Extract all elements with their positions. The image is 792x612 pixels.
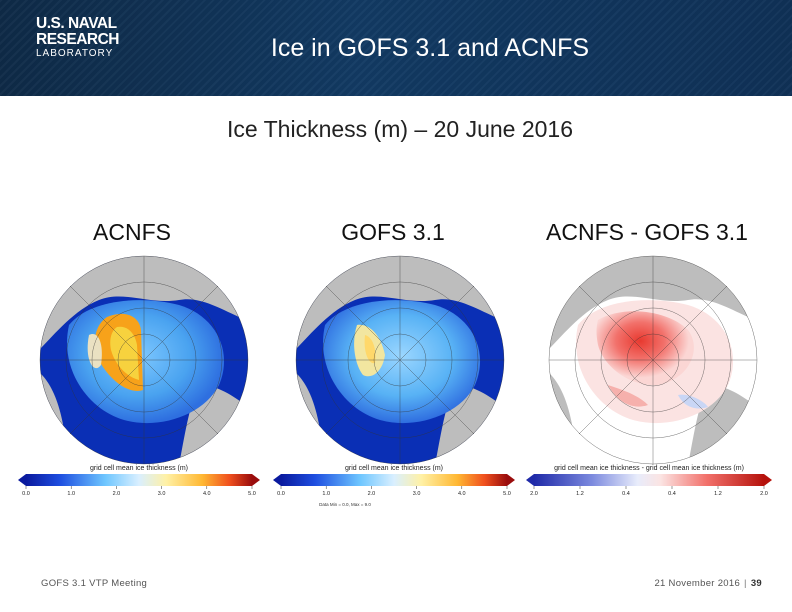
colorbar-tick-label: 5.0 <box>503 491 511 497</box>
colorbar-tick-label: 0.0 <box>277 491 285 497</box>
colorbar-tick-label: 0.4 <box>668 491 676 497</box>
colorbar-tick-label: 1.0 <box>67 491 75 497</box>
colorbar-high-arrow <box>252 474 260 486</box>
acnfs-ice-map <box>39 255 249 465</box>
panel-label-diff: ACNFS - GOFS 3.1 <box>546 219 748 245</box>
data-range-note: Data Min = 0.0, Max = 9.0 <box>319 502 371 507</box>
colorbar-tick-label: 1.2 <box>576 491 584 497</box>
colorbar-ticks: 0.0 1.0 2.0 3.0 4.0 5.0 <box>22 486 256 497</box>
colorbar-title: grid cell mean ice thickness (m) <box>90 465 188 472</box>
header-bar: U.S. NAVAL RESEARCH LABORATORY Ice in GO… <box>0 0 792 96</box>
colorbar-ticks: 0.0 1.0 2.0 3.0 4.0 5.0 <box>277 486 511 497</box>
footer-meeting-name: GOFS 3.1 VTP Meeting <box>41 578 148 589</box>
difference-ice-map <box>548 255 758 465</box>
colorbar-tick-label: 2.0 <box>760 491 768 497</box>
slide-title: Ice in GOFS 3.1 and ACNFS <box>270 34 590 62</box>
colorbar-tick-label: 3.0 <box>158 491 166 497</box>
panel-label-gofs: GOFS 3.1 <box>341 219 445 245</box>
colorbar-high-arrow <box>507 474 515 486</box>
colorbar-low-arrow <box>18 474 26 486</box>
colorbar-title: grid cell mean ice thickness (m) <box>345 465 443 472</box>
colorbar-ramp <box>534 474 764 486</box>
colorbar-title: grid cell mean ice thickness - grid cell… <box>554 465 744 472</box>
colorbar-tick-label: 3.0 <box>413 491 421 497</box>
colorbar-low-arrow <box>526 474 534 486</box>
colorbar-tick-label: 4.0 <box>458 491 466 497</box>
difference-colorbar: grid cell mean ice thickness - grid cell… <box>526 465 772 497</box>
colorbar-tick-label: 2.0 <box>530 491 538 497</box>
acnfs-colorbar: grid cell mean ice thickness (m) 0.0 1.0 2… <box>18 465 260 497</box>
logo-line-1: U.S. NAVAL <box>36 15 117 32</box>
gofs-ice-map <box>295 255 505 465</box>
colorbar-tick-label: 0.4 <box>622 491 630 497</box>
page-number: 39 <box>750 578 762 589</box>
colorbar-ramp <box>26 474 252 486</box>
colorbar-tick-label: 2.0 <box>368 491 376 497</box>
colorbar-tick-label: 1.2 <box>714 491 722 497</box>
colorbar-ticks: 2.0 1.2 0.4 0.4 1.2 2.0 <box>530 486 768 497</box>
panel-label-acnfs: ACNFS <box>93 219 171 245</box>
footer-date: 21 November 2016 <box>654 578 741 589</box>
gofs-colorbar: grid cell mean ice thickness (m) 0.0 1.0 2… <box>273 465 515 507</box>
colorbar-tick-label: 1.0 <box>322 491 330 497</box>
header-texture <box>0 0 792 96</box>
colorbar-high-arrow <box>764 474 772 486</box>
colorbar-tick-label: 4.0 <box>203 491 211 497</box>
footer-separator: | <box>744 578 747 589</box>
footer-date-page: 21 November 2016 | 39 <box>654 578 762 589</box>
nrl-logo: U.S. NAVAL RESEARCH LABORATORY <box>36 16 119 59</box>
logo-line-2: RESEARCH <box>36 30 119 48</box>
slide-subtitle: Ice Thickness (m) – 20 June 2016 <box>226 116 574 142</box>
colorbar-tick-label: 0.0 <box>22 491 30 497</box>
colorbar-ramp <box>281 474 507 486</box>
logo-line-3: LABORATORY <box>36 48 114 59</box>
colorbar-tick-label: 2.0 <box>113 491 121 497</box>
colorbar-tick-label: 5.0 <box>248 491 256 497</box>
colorbar-low-arrow <box>273 474 281 486</box>
